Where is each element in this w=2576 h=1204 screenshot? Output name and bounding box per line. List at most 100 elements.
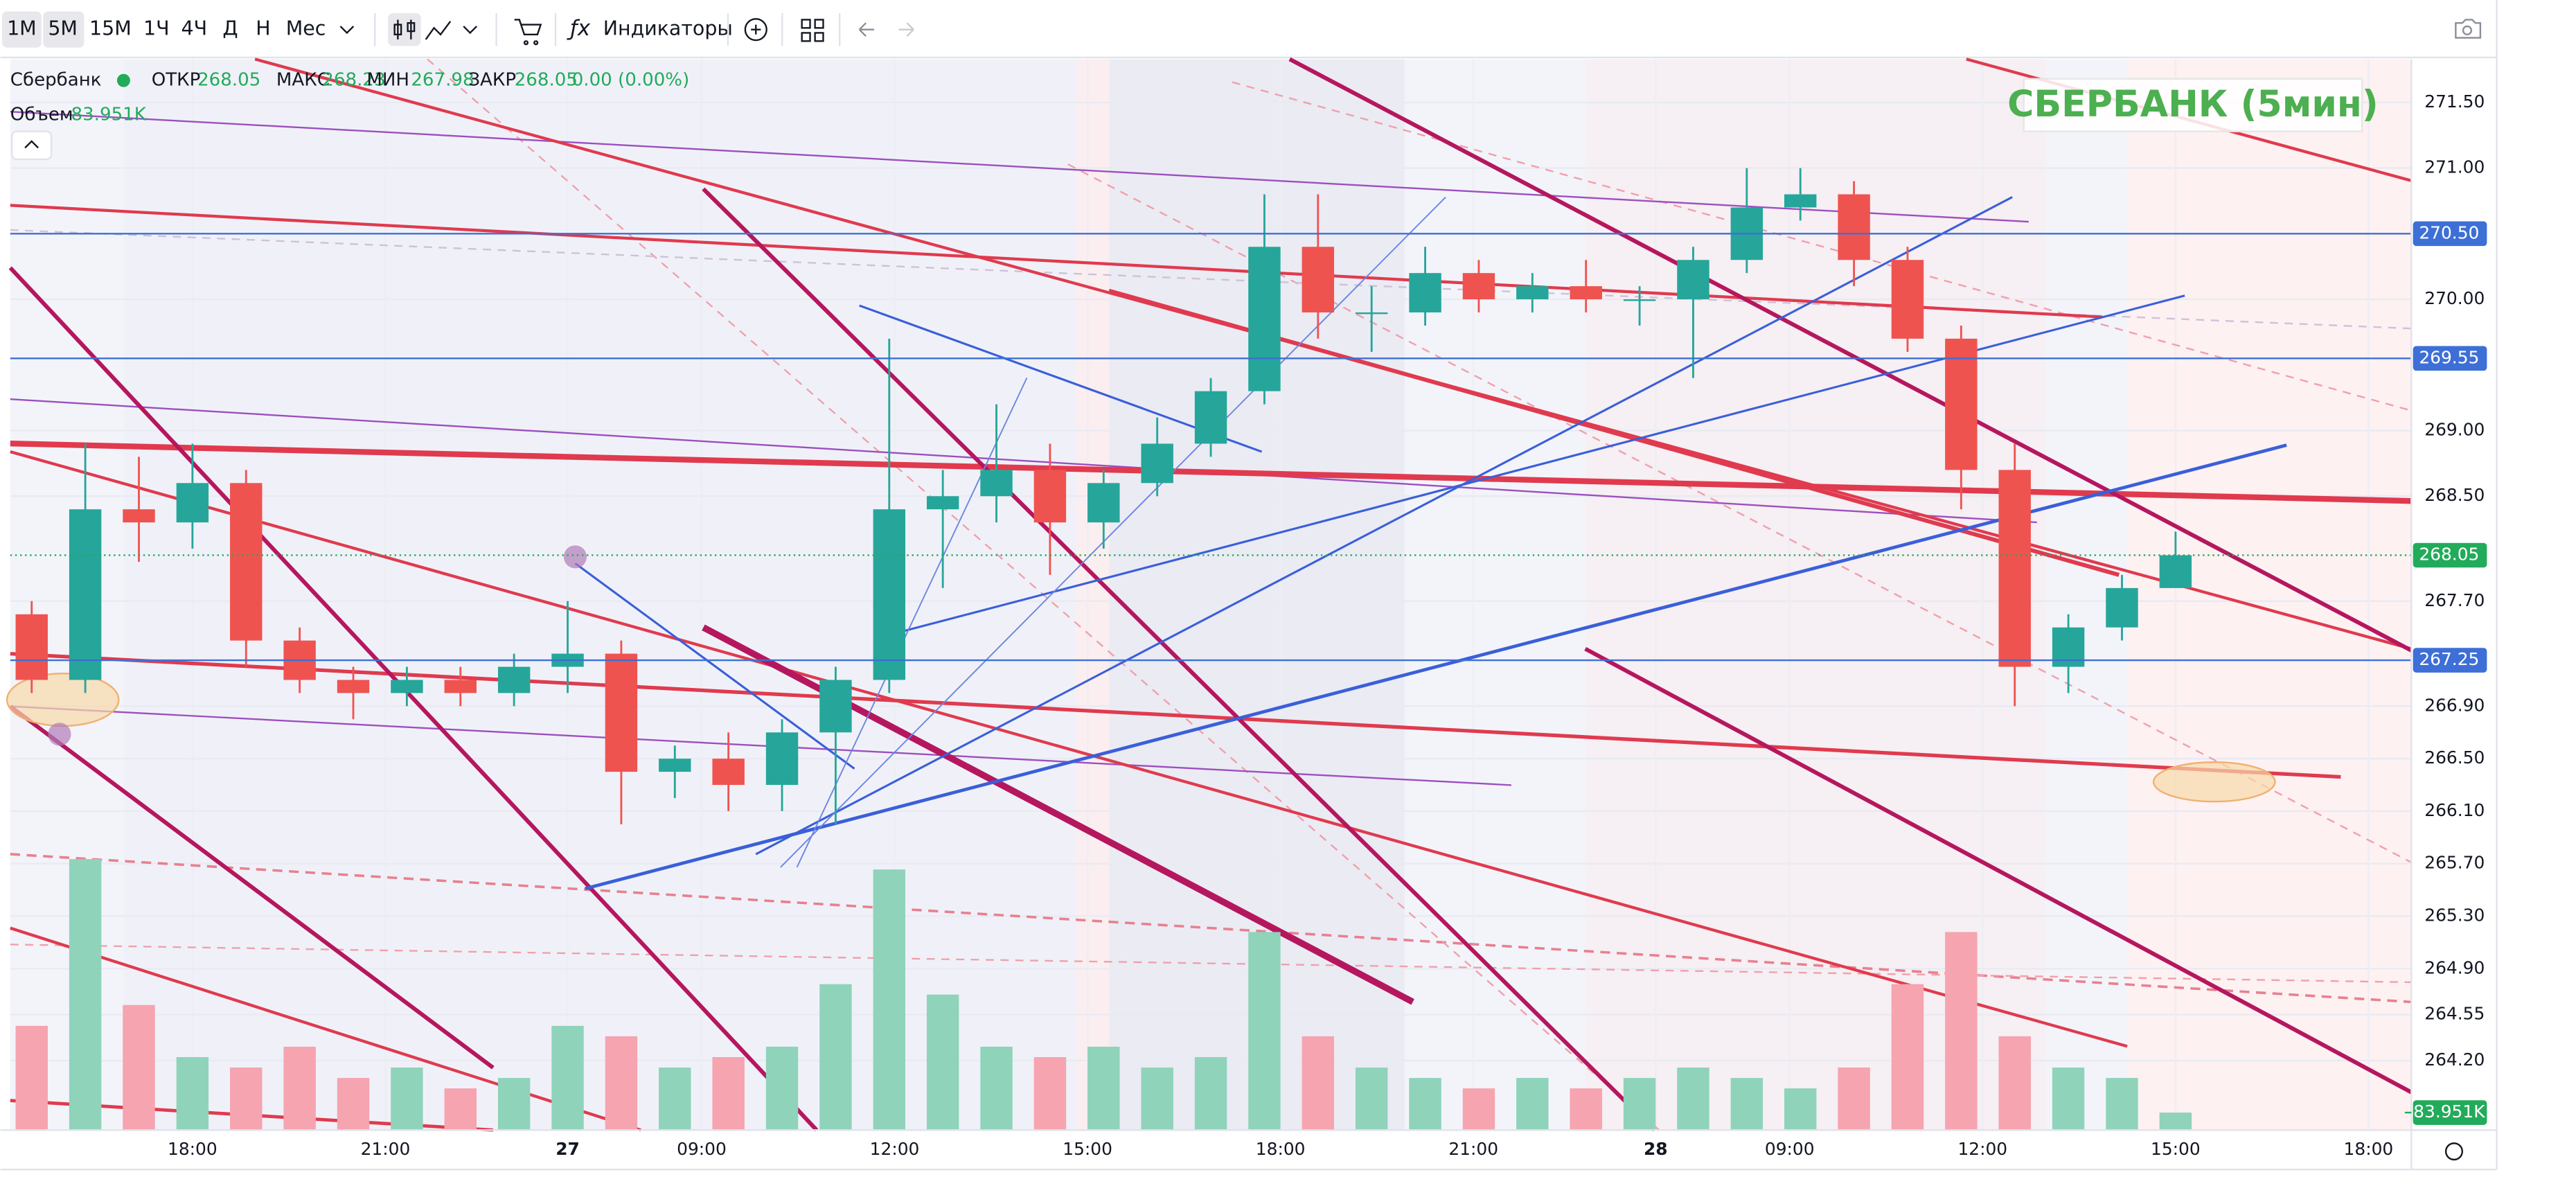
y-tick-label: 266.50 (2424, 747, 2485, 768)
candle-body (1570, 286, 1602, 300)
close-label: ЗАКР (468, 70, 516, 91)
screenshot-icon-lens (2462, 25, 2473, 35)
indicators-button[interactable]: Индикаторы (603, 17, 733, 40)
y-tick-label: 265.30 (2424, 905, 2485, 925)
dropdown-icon[interactable] (339, 26, 355, 35)
candle-body (1998, 470, 2031, 667)
y-tick-label: 271.00 (2424, 157, 2485, 177)
volume-bar (1516, 1078, 1549, 1131)
volume-bar (1194, 1056, 1227, 1131)
y-tick-label: 266.10 (2424, 800, 2485, 820)
layout-icon[interactable] (801, 19, 824, 42)
volume-bar (1302, 1036, 1335, 1131)
interval-button[interactable]: Мес (286, 17, 326, 40)
blue-line (859, 304, 1263, 453)
x-tick-label: 15:00 (2151, 1139, 2201, 1159)
title-box (2023, 78, 2363, 132)
close-value: 268.05 (515, 70, 578, 91)
interval-button[interactable]: 5М (48, 17, 78, 40)
axis-layer: 264.20 264.55 264.90 265.30 265.70 266.10 266.… (168, 91, 2487, 1159)
symbol-name[interactable]: Сбербанк (10, 70, 102, 91)
volume-bar (873, 869, 906, 1131)
highlight-ellipse (2152, 761, 2276, 803)
candle-body (123, 509, 155, 523)
candle-body (444, 680, 477, 693)
volume-bar (712, 1056, 745, 1131)
marker-dot (48, 723, 71, 746)
candle-body (1302, 247, 1335, 313)
candle-body (1677, 260, 1709, 300)
candle-icon (393, 19, 416, 39)
candle-body (1623, 299, 1656, 301)
candle-body (659, 759, 691, 772)
interval-button[interactable]: 15М (89, 17, 132, 40)
indicators-icon[interactable]: ƒx (567, 16, 591, 41)
candle-body (1141, 443, 1173, 484)
y-tick-label: 268.50 (2424, 485, 2485, 505)
volume-bar (605, 1036, 638, 1131)
settings-icon[interactable] (2444, 1142, 2464, 1161)
redo-icon[interactable] (898, 22, 914, 37)
interval-active (43, 11, 85, 48)
candle-body (1355, 312, 1388, 315)
open-value: 268.05 (197, 70, 260, 91)
dashed-line (10, 853, 2412, 1004)
volume-bar (2106, 1078, 2138, 1131)
price-pane (10, 168, 2412, 1131)
volume-bar (2159, 1113, 2192, 1131)
volume-bar (1838, 1068, 1870, 1131)
volume-bar (1784, 1088, 1817, 1131)
candle-body (337, 680, 370, 693)
interval-button[interactable]: 1Ч (143, 17, 170, 40)
candle-body (1784, 194, 1817, 208)
add-icon-cross (751, 24, 761, 35)
volume-bar (1355, 1068, 1388, 1131)
candle-body (1462, 273, 1495, 300)
candle-body (391, 680, 423, 693)
cart-icon[interactable] (514, 19, 542, 46)
last-price-tag (2413, 542, 2487, 568)
chart-style-icon[interactable] (425, 21, 452, 40)
magenta-line (9, 705, 495, 1070)
magenta-line (8, 266, 819, 1132)
candle-body (1033, 470, 1067, 523)
candle-body (980, 470, 1013, 497)
volume-bar (69, 859, 102, 1131)
y-tick-label: 266.90 (2424, 695, 2485, 715)
red-line (10, 926, 641, 1132)
candle-body (1891, 260, 1924, 339)
volume-bar (1891, 984, 1924, 1131)
candle-body (819, 680, 852, 733)
chart-type-button[interactable] (388, 12, 421, 46)
y-tick-label: 269.00 (2424, 420, 2485, 440)
dropdown-icon[interactable] (463, 26, 478, 35)
collapse-button[interactable] (10, 130, 53, 161)
screenshot-icon[interactable] (2455, 19, 2482, 39)
candle-body (497, 666, 531, 693)
candle-body (1838, 194, 1870, 260)
volume-bar (2052, 1068, 2085, 1131)
market-status (116, 73, 130, 87)
undo-icon[interactable] (858, 22, 874, 37)
volume-bar (1087, 1046, 1120, 1131)
volume-bar (176, 1056, 209, 1131)
interval-button[interactable]: 4Ч (181, 17, 208, 40)
x-tick-label: 09:00 (1765, 1139, 1815, 1159)
x-tick-label: 12:00 (870, 1139, 920, 1159)
blue-line (574, 563, 855, 770)
session-shading (10, 59, 2412, 1131)
interval-button[interactable]: 1М (7, 17, 37, 40)
volume-value: 83.951K (71, 104, 147, 125)
interval-button[interactable]: Д (222, 17, 238, 40)
dashed-line (1232, 81, 2412, 411)
volume-last-tag (2413, 1100, 2487, 1125)
volume-bar (1409, 1078, 1441, 1131)
volume-bar (1623, 1078, 1656, 1131)
volume-bar (444, 1088, 477, 1131)
candle-body (2106, 587, 2138, 628)
add-icon[interactable] (744, 18, 767, 42)
red-line (10, 652, 2341, 779)
volume-bar (15, 1025, 48, 1131)
interval-button[interactable]: Н (256, 17, 270, 40)
volume-bar (551, 1025, 584, 1131)
